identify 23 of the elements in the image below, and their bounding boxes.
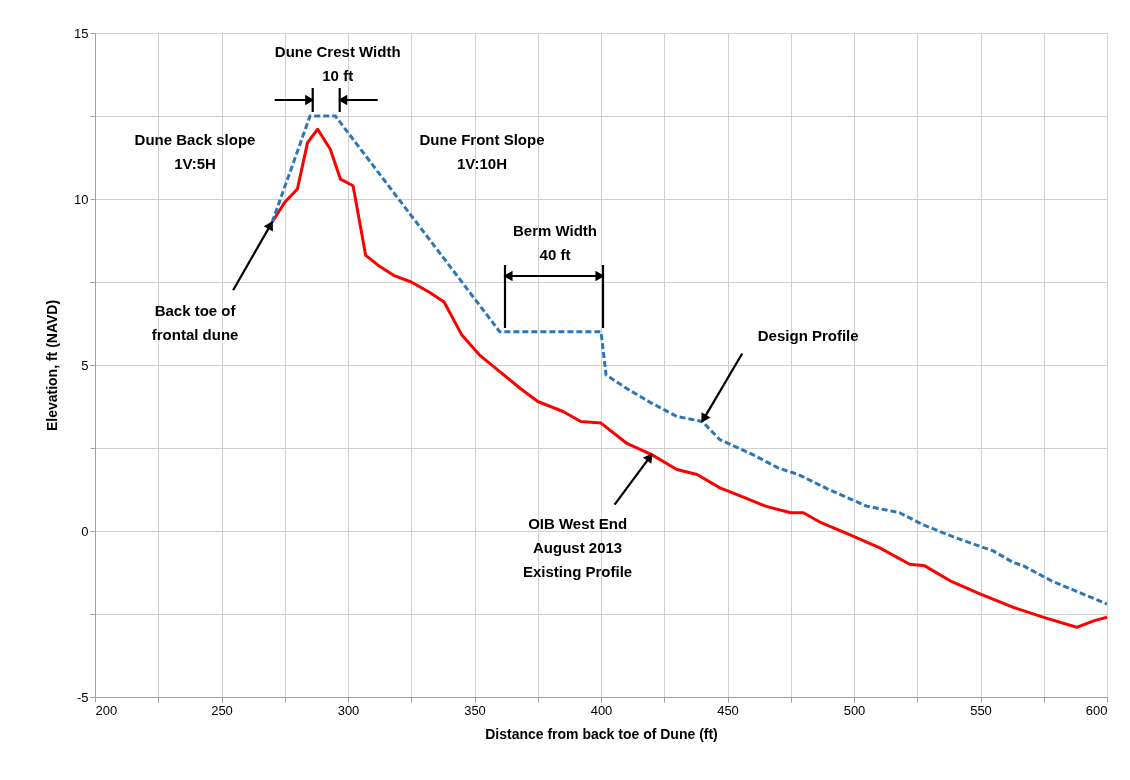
- annotation: Berm Width 40 ft: [512, 222, 598, 263]
- y-tick-label: 10: [74, 191, 89, 207]
- x-tick-label: 600: [1085, 702, 1108, 718]
- annotation: Back toe of frontal dune: [151, 302, 239, 344]
- y-tick-label: 15: [74, 25, 89, 41]
- x-axis-title: Distance from back toe of Dune (ft): [485, 725, 718, 742]
- annotation: Design Profile: [757, 327, 859, 345]
- y-tick-label: -5: [76, 689, 89, 705]
- annotation: Dune Back slope 1V:5H: [134, 131, 256, 172]
- y-tick-label: 0: [81, 523, 89, 539]
- x-tick-label: 350: [464, 702, 486, 718]
- x-tick-label: 500: [843, 702, 866, 718]
- annotation: Dune Front Slope 1V:10H: [419, 131, 545, 172]
- x-tick-label: 250: [211, 702, 233, 718]
- x-tick-label: 400: [590, 702, 613, 718]
- y-tick-label: 5: [81, 357, 89, 373]
- x-tick-label: 200: [95, 702, 118, 718]
- y-axis-title: Elevation, ft (NAVD): [44, 299, 61, 432]
- x-tick-label: 550: [970, 702, 992, 718]
- x-tick-label: 450: [717, 702, 739, 718]
- annotation: OIB West End August 2013 Existing Profile: [523, 514, 633, 580]
- annotation: Dune Crest Width 10 ft: [274, 43, 401, 84]
- x-tick-label: 300: [337, 702, 360, 718]
